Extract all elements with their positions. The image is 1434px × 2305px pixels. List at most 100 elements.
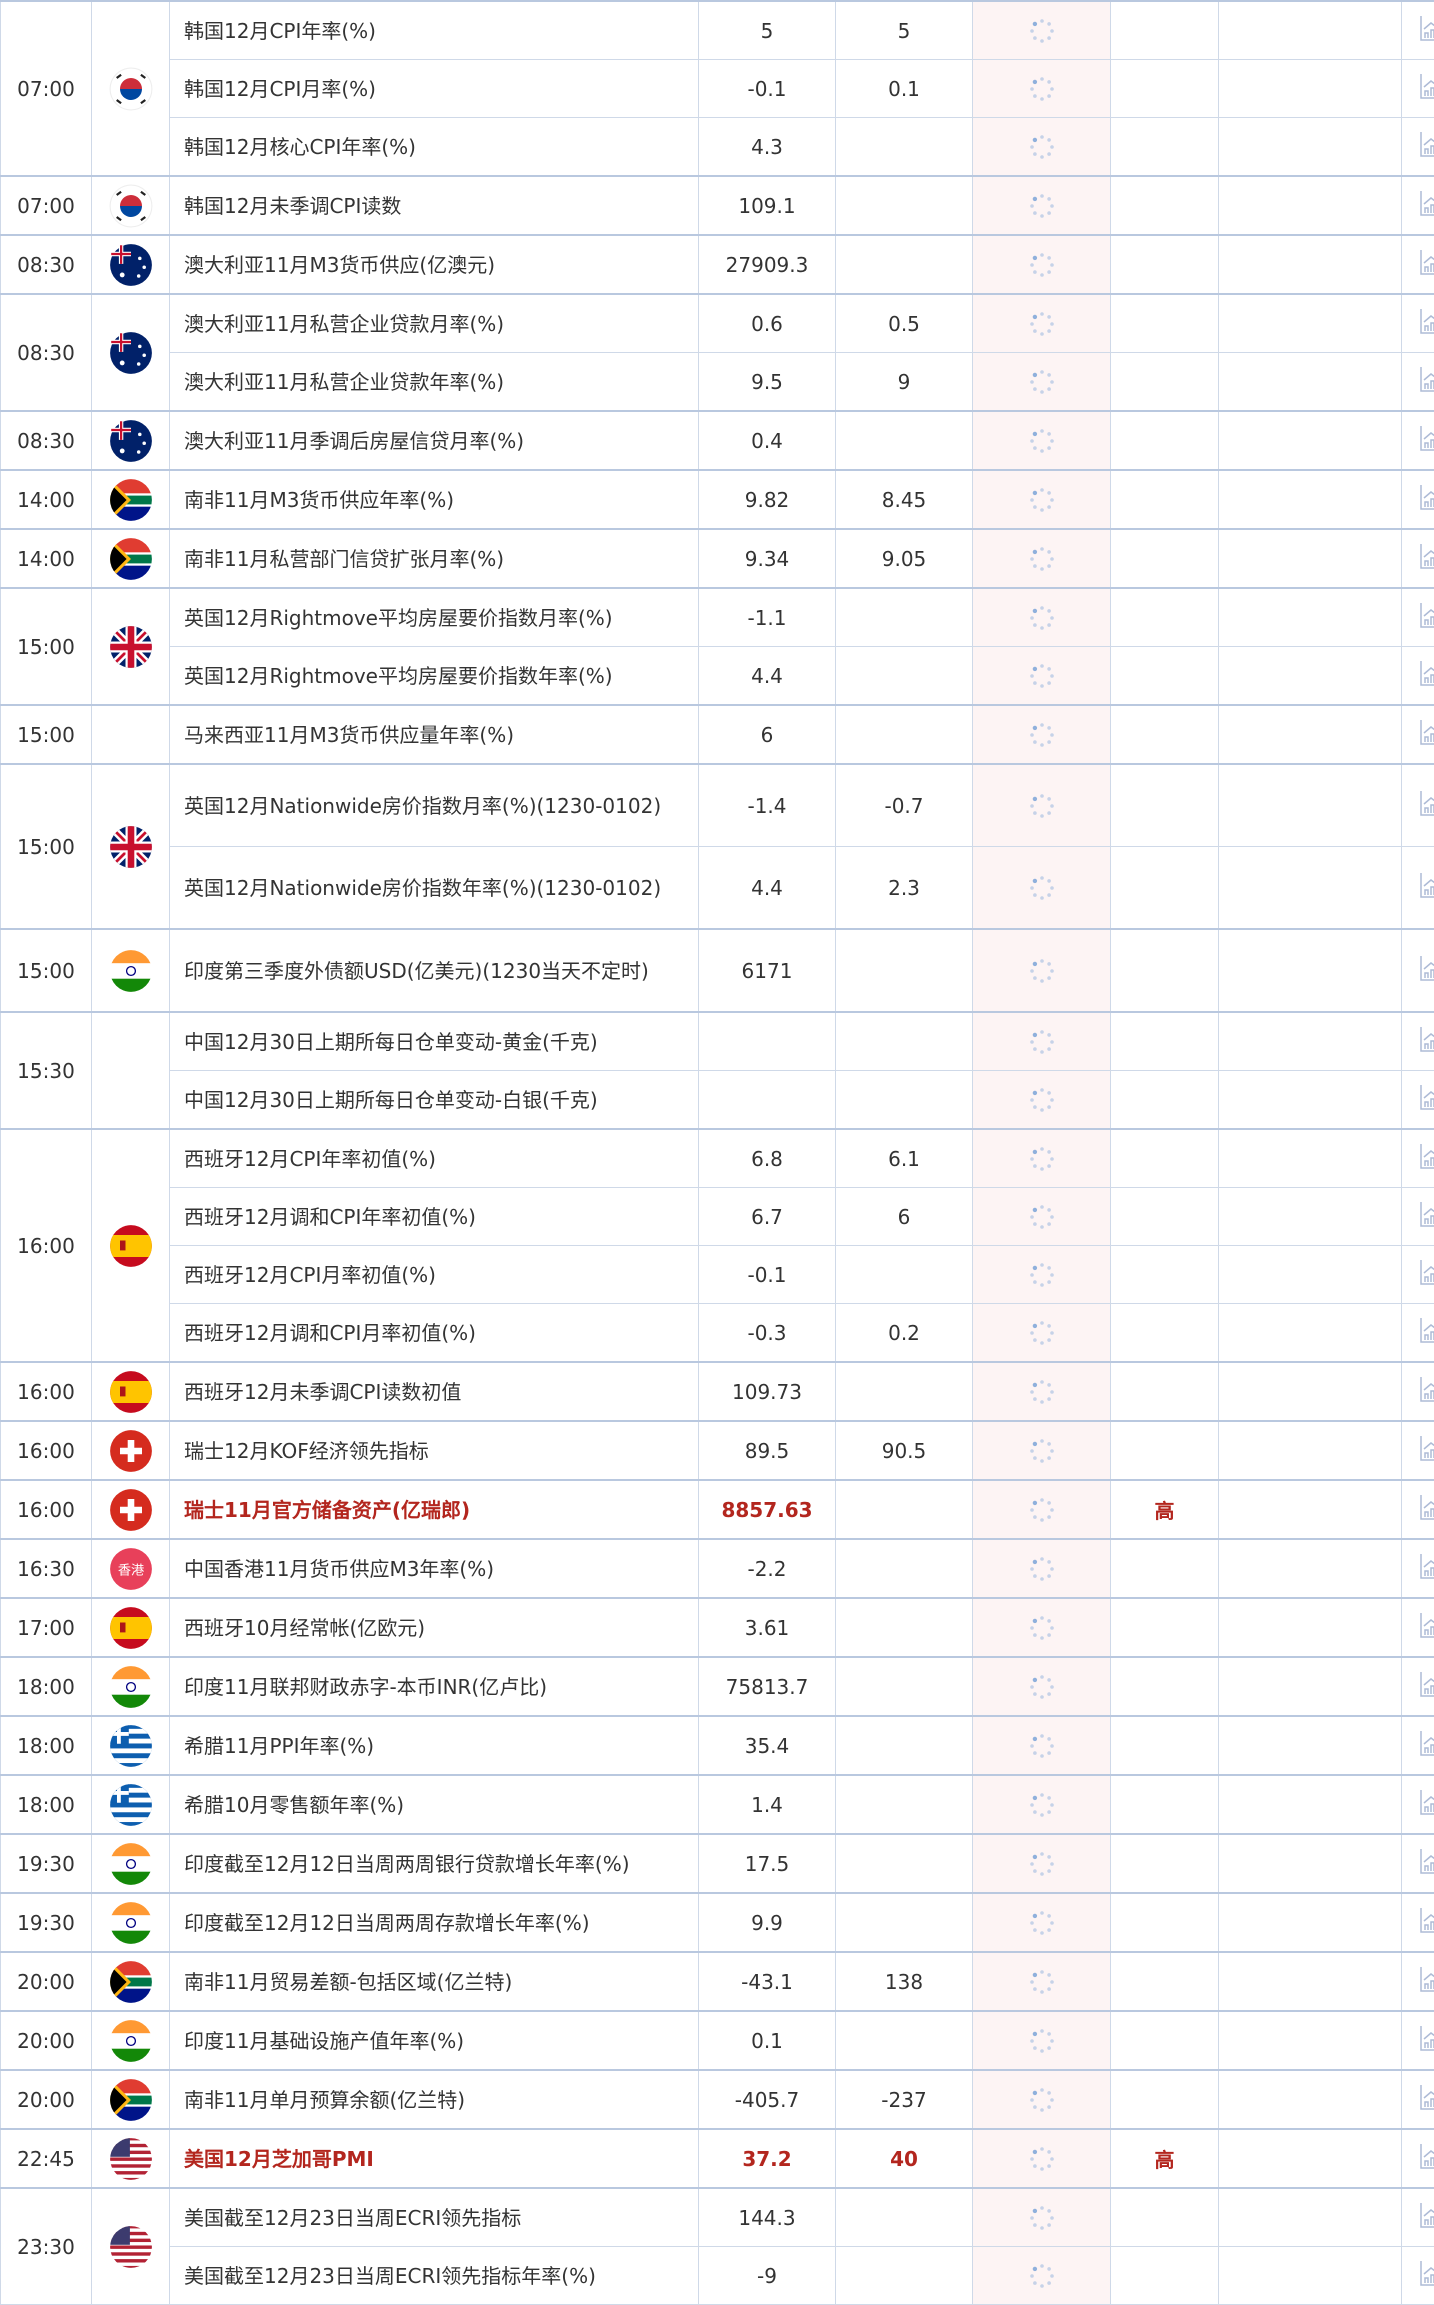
event-name[interactable]: 南非11月私营部门信贷扩张月率(%) — [170, 529, 699, 588]
event-name[interactable]: 希腊10月零售额年率(%) — [170, 1775, 699, 1834]
chart-button[interactable] — [1402, 1071, 1434, 1130]
chart-button[interactable] — [1402, 1421, 1434, 1480]
table-row[interactable]: 韩国12月核心CPI年率(%)4.3 — [1, 118, 1434, 177]
event-name[interactable]: 英国12月Rightmove平均房屋要价指数年率(%) — [170, 647, 699, 706]
event-name[interactable]: 中国12月30日上期所每日仓单变动-黄金(千克) — [170, 1012, 699, 1071]
event-name[interactable]: 韩国12月CPI年率(%) — [170, 1, 699, 60]
event-name[interactable]: 印度截至12月12日当周两周存款增长年率(%) — [170, 1893, 699, 1952]
chart-button[interactable] — [1402, 647, 1434, 706]
table-row[interactable]: 英国12月Rightmove平均房屋要价指数年率(%)4.4 — [1, 647, 1434, 706]
event-name[interactable]: 印度11月基础设施产值年率(%) — [170, 2011, 699, 2070]
chart-button[interactable] — [1402, 705, 1434, 764]
chart-button[interactable] — [1402, 60, 1434, 118]
event-name[interactable]: 西班牙12月调和CPI月率初值(%) — [170, 1304, 699, 1363]
chart-button[interactable] — [1402, 1188, 1434, 1246]
chart-button[interactable] — [1402, 1834, 1434, 1893]
chart-button[interactable] — [1402, 1598, 1434, 1657]
event-name[interactable]: 西班牙12月调和CPI年率初值(%) — [170, 1188, 699, 1246]
chart-button[interactable] — [1402, 2129, 1434, 2188]
table-row[interactable]: 西班牙12月CPI月率初值(%)-0.1 — [1, 1246, 1434, 1304]
event-name[interactable]: 西班牙12月未季调CPI读数初值 — [170, 1362, 699, 1421]
event-name[interactable]: 澳大利亚11月M3货币供应(亿澳元) — [170, 235, 699, 294]
event-name[interactable]: 瑞士12月KOF经济领先指标 — [170, 1421, 699, 1480]
chart-button[interactable] — [1402, 294, 1434, 353]
chart-button[interactable] — [1402, 235, 1434, 294]
event-name[interactable]: 南非11月M3货币供应年率(%) — [170, 470, 699, 529]
event-name[interactable]: 印度截至12月12日当周两周银行贷款增长年率(%) — [170, 1834, 699, 1893]
event-name[interactable]: 美国12月芝加哥PMI — [170, 2129, 699, 2188]
event-name[interactable]: 南非11月贸易差额-包括区域(亿兰特) — [170, 1952, 699, 2011]
chart-button[interactable] — [1402, 1129, 1434, 1188]
event-name[interactable]: 韩国12月CPI月率(%) — [170, 60, 699, 118]
chart-button[interactable] — [1402, 929, 1434, 1012]
chart-button[interactable] — [1402, 1012, 1434, 1071]
chart-button[interactable] — [1402, 588, 1434, 647]
event-name[interactable]: 西班牙12月CPI年率初值(%) — [170, 1129, 699, 1188]
event-name[interactable]: 英国12月Nationwide房价指数月率(%)(1230-0102) — [170, 764, 699, 847]
event-name[interactable]: 中国12月30日上期所每日仓单变动-白银(千克) — [170, 1071, 699, 1130]
event-name[interactable]: 西班牙10月经常帐(亿欧元) — [170, 1598, 699, 1657]
event-name[interactable]: 澳大利亚11月私营企业贷款月率(%) — [170, 294, 699, 353]
chart-button[interactable] — [1402, 176, 1434, 235]
event-name[interactable]: 马来西亚11月M3货币供应量年率(%) — [170, 705, 699, 764]
chart-button[interactable] — [1402, 1246, 1434, 1304]
chart-button[interactable] — [1402, 1716, 1434, 1775]
event-name[interactable]: 瑞士11月官方储备资产(亿瑞郎) — [170, 1480, 699, 1539]
event-name[interactable]: 西班牙12月CPI月率初值(%) — [170, 1246, 699, 1304]
event-name[interactable]: 美国截至12月23日当周ECRI领先指标 — [170, 2188, 699, 2247]
event-name[interactable]: 印度11月联邦财政赤字-本币INR(亿卢比) — [170, 1657, 699, 1716]
event-name[interactable]: 英国12月Nationwide房价指数年率(%)(1230-0102) — [170, 847, 699, 930]
chart-button[interactable] — [1402, 411, 1434, 470]
event-name[interactable]: 澳大利亚11月季调后房屋信贷月率(%) — [170, 411, 699, 470]
chart-button[interactable] — [1402, 1893, 1434, 1952]
event-name[interactable]: 南非11月单月预算余额(亿兰特) — [170, 2070, 699, 2129]
chart-button[interactable] — [1402, 764, 1434, 847]
chart-button[interactable] — [1402, 1362, 1434, 1421]
event-name[interactable]: 澳大利亚11月私营企业贷款年率(%) — [170, 353, 699, 412]
chart-button[interactable] — [1402, 1480, 1434, 1539]
chart-button[interactable] — [1402, 118, 1434, 177]
chart-button[interactable] — [1402, 2070, 1434, 2129]
chart-button[interactable] — [1402, 2011, 1434, 2070]
chart-button[interactable] — [1402, 1304, 1434, 1363]
chart-button[interactable] — [1402, 2188, 1434, 2247]
event-name[interactable]: 希腊11月PPI年率(%) — [170, 1716, 699, 1775]
chart-button[interactable] — [1402, 353, 1434, 412]
chart-button[interactable] — [1402, 529, 1434, 588]
chart-button[interactable] — [1402, 847, 1434, 930]
chart-button[interactable] — [1402, 1657, 1434, 1716]
event-name[interactable]: 英国12月Rightmove平均房屋要价指数月率(%) — [170, 588, 699, 647]
event-name[interactable]: 韩国12月未季调CPI读数 — [170, 176, 699, 235]
chart-button[interactable] — [1402, 1, 1434, 60]
